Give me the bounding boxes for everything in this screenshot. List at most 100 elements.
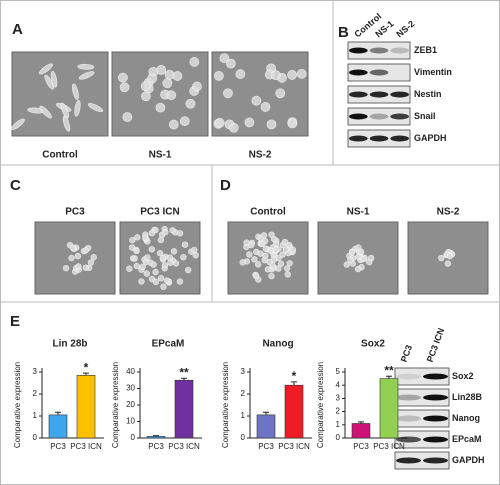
band <box>390 113 409 120</box>
cell <box>266 119 277 130</box>
x-tick-label: PC3 <box>258 442 274 451</box>
band <box>369 113 389 120</box>
y-tick-label: 2 <box>241 389 246 398</box>
cell <box>159 254 167 262</box>
cell <box>296 68 307 79</box>
cell <box>157 275 165 282</box>
band <box>423 436 448 443</box>
cell <box>126 265 133 272</box>
bar <box>256 414 276 439</box>
cell <box>244 117 255 128</box>
band <box>423 415 448 422</box>
cell <box>131 255 138 262</box>
cell <box>82 264 90 271</box>
cell <box>257 250 264 257</box>
cell <box>355 253 362 260</box>
cell <box>189 57 200 67</box>
cell <box>228 122 239 133</box>
cell <box>239 259 246 266</box>
lane-label: NS-2 <box>394 19 416 40</box>
annotation: * <box>84 360 89 374</box>
cell <box>347 256 354 263</box>
cell <box>147 73 157 84</box>
caption: NS-1 <box>347 207 370 218</box>
cell <box>60 102 70 119</box>
y-tick-label: 2 <box>33 389 38 398</box>
cell <box>213 70 224 81</box>
cell <box>169 227 176 234</box>
band <box>369 135 389 142</box>
panel-label: A <box>12 21 23 38</box>
cell <box>360 255 368 263</box>
cell <box>82 246 90 254</box>
cell <box>286 260 293 267</box>
cell <box>219 53 230 64</box>
cell <box>181 241 189 248</box>
cell <box>143 270 150 277</box>
y-tick-label: 5 <box>336 367 341 376</box>
band <box>390 91 409 98</box>
cell <box>176 278 184 285</box>
cell <box>118 72 128 83</box>
cell <box>152 278 160 286</box>
cell <box>226 58 236 69</box>
y-tick-label: 0 <box>241 433 246 442</box>
cell <box>157 236 165 244</box>
chart-title: Nanog <box>262 339 293 350</box>
cell <box>11 118 25 130</box>
band <box>349 69 368 76</box>
panel-label: C <box>10 177 21 194</box>
cell <box>184 266 192 274</box>
y-tick-label: 3 <box>336 394 341 403</box>
y-tick-label: 4 <box>336 380 341 389</box>
band <box>369 47 389 54</box>
chart-title: EPcaM <box>152 339 185 350</box>
cell <box>74 252 82 260</box>
cell <box>273 240 280 248</box>
bar <box>174 379 194 439</box>
cell <box>164 69 175 80</box>
cell <box>223 88 233 99</box>
cell <box>251 95 262 106</box>
band <box>396 394 421 401</box>
cell <box>152 268 159 276</box>
cell <box>192 81 202 92</box>
cell <box>156 65 167 75</box>
band <box>390 135 409 142</box>
cell <box>268 272 275 280</box>
cell <box>172 260 180 267</box>
cell <box>357 248 365 255</box>
cell <box>191 246 198 254</box>
cell <box>71 83 79 100</box>
caption: NS-1 <box>149 150 172 161</box>
cell <box>141 91 151 102</box>
y-tick-label: 0 <box>131 433 136 442</box>
band <box>349 113 368 120</box>
cell <box>166 254 174 261</box>
cell <box>77 63 95 70</box>
annotation: ** <box>384 363 394 377</box>
caption: NS-2 <box>437 207 460 218</box>
y-tick-label: 2 <box>336 407 341 416</box>
caption: NS-2 <box>249 150 272 161</box>
cell <box>254 261 262 268</box>
protein-label: GAPDH <box>452 455 485 465</box>
y-tick-label: 20 <box>126 400 135 409</box>
protein-label: Vimentin <box>414 67 452 77</box>
blot-strip <box>347 107 411 126</box>
protein-label: Lin28B <box>452 392 483 402</box>
y-tick-label: 0 <box>33 433 38 442</box>
protein-label: ZEB1 <box>414 45 437 55</box>
y-tick-label: 40 <box>126 367 135 376</box>
protein-label: Sox2 <box>452 371 474 381</box>
x-tick-label: PC3 ICN <box>373 442 405 451</box>
x-tick-label: PC3 <box>148 442 164 451</box>
cell <box>348 248 356 256</box>
cell <box>170 248 178 255</box>
band <box>369 91 389 98</box>
x-tick-label: PC3 <box>50 442 66 451</box>
y-axis-label: Comparative expression <box>111 362 120 448</box>
cell <box>128 244 136 251</box>
cell <box>283 265 291 272</box>
cell <box>252 272 260 279</box>
